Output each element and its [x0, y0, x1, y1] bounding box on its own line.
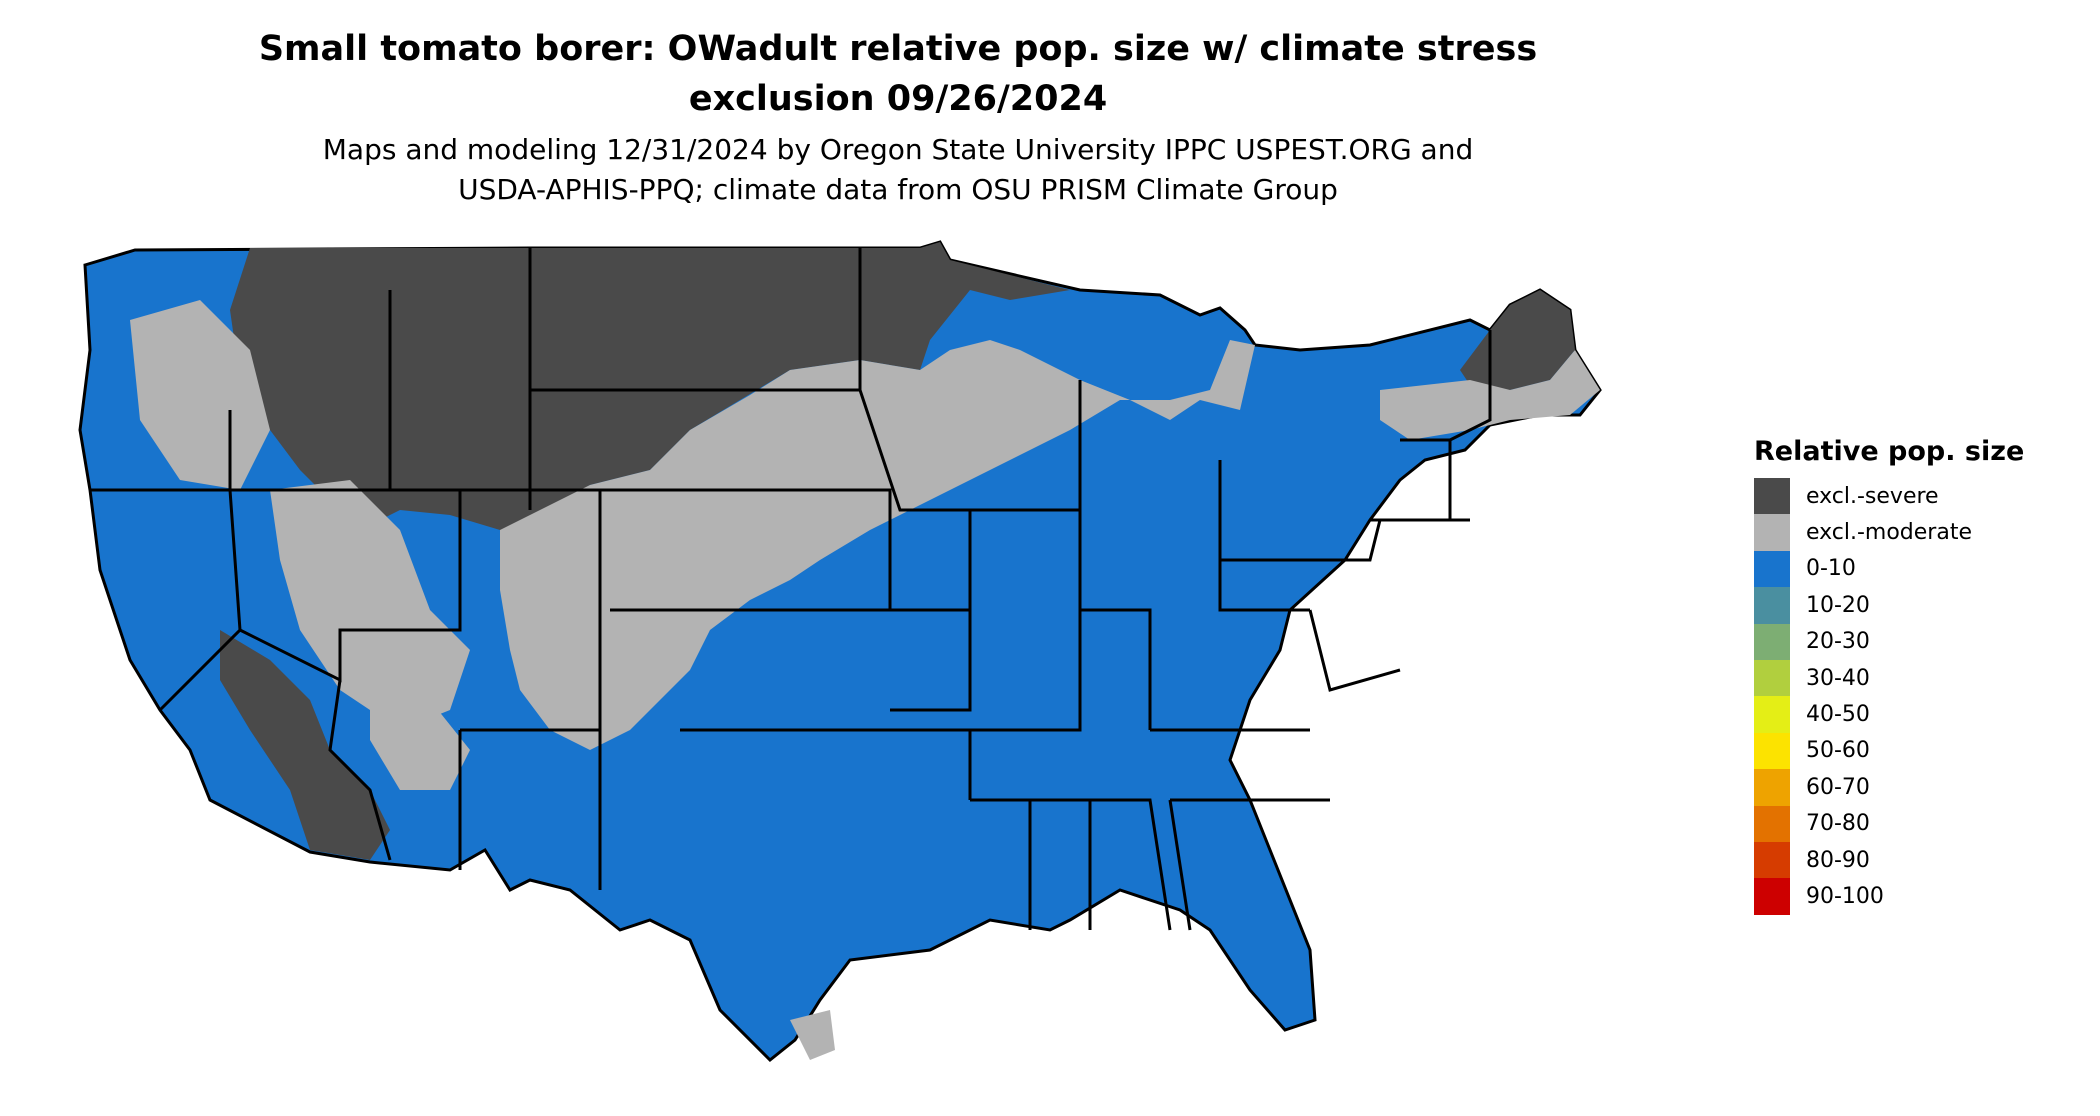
moderate-region-texas [790, 1010, 835, 1060]
legend-item: 20-30 [1754, 623, 2024, 660]
legend: Relative pop. size excl.-severe excl.-mo… [1754, 434, 2024, 915]
legend-swatch [1754, 550, 1790, 588]
legend-label: 60-70 [1806, 774, 1870, 800]
legend-item: 70-80 [1754, 805, 2024, 842]
subtitle-line-1: Maps and modeling 12/31/2024 by Oregon S… [322, 133, 1474, 166]
legend-item: excl.-severe [1754, 478, 2024, 515]
legend-swatch [1754, 805, 1790, 842]
moderate-region-plains [500, 340, 1255, 750]
legend-swatch [1754, 659, 1790, 697]
legend-swatch [1754, 841, 1790, 879]
moderate-region-west-3 [370, 670, 470, 790]
legend-label: 90-100 [1806, 883, 1884, 909]
legend-label: 50-60 [1806, 738, 1870, 764]
title-line-1: Small tomato borer: OWadult relative pop… [258, 29, 1538, 69]
legend-label: 40-50 [1806, 702, 1870, 728]
map-subtitle: Maps and modeling 12/31/2024 by Oregon S… [0, 130, 1796, 210]
state-borders [90, 248, 1492, 931]
legend-item: 80-90 [1754, 841, 2024, 879]
legend-item: 10-20 [1754, 587, 2024, 624]
us-map [78, 240, 1602, 1063]
legend-swatch [1754, 732, 1790, 770]
moderate-region-west-2 [270, 480, 470, 730]
legend-item: 40-50 [1754, 696, 2024, 733]
legend-label: excl.-severe [1806, 483, 1939, 509]
subtitle-line-2: USDA-APHIS-PPQ; climate data from OSU PR… [458, 173, 1338, 206]
legend-swatch [1754, 769, 1790, 806]
legend-items: excl.-severe excl.-moderate 0-10 10-20 2… [1754, 478, 2024, 915]
legend-item: 60-70 [1754, 769, 2024, 806]
legend-label: excl.-moderate [1806, 520, 1972, 546]
legend-label: 70-80 [1806, 811, 1870, 837]
legend-item: 50-60 [1754, 732, 2024, 770]
legend-label: 20-30 [1806, 629, 1870, 655]
legend-title: Relative pop. size [1754, 436, 2025, 467]
legend-label: 10-20 [1806, 592, 1870, 618]
map-title: Small tomato borer: OWadult relative pop… [0, 24, 1796, 124]
legend-swatch [1754, 878, 1790, 915]
legend-item: 30-40 [1754, 659, 2024, 697]
legend-label: 80-90 [1806, 847, 1870, 873]
title-line-2: exclusion 09/26/2024 [688, 79, 1108, 119]
severe-region-southwest [220, 630, 390, 860]
legend-item: 90-100 [1754, 878, 2024, 915]
legend-swatch [1754, 696, 1790, 733]
legend-swatch [1754, 623, 1790, 660]
legend-swatch [1754, 478, 1790, 515]
moderate-region-west-1 [130, 300, 270, 490]
legend-label: 30-40 [1806, 665, 1870, 691]
legend-swatch [1754, 514, 1790, 551]
legend-item: excl.-moderate [1754, 514, 2024, 551]
legend-swatch [1754, 587, 1790, 624]
legend-label: 0-10 [1806, 556, 1856, 582]
legend-item: 0-10 [1754, 550, 2024, 588]
